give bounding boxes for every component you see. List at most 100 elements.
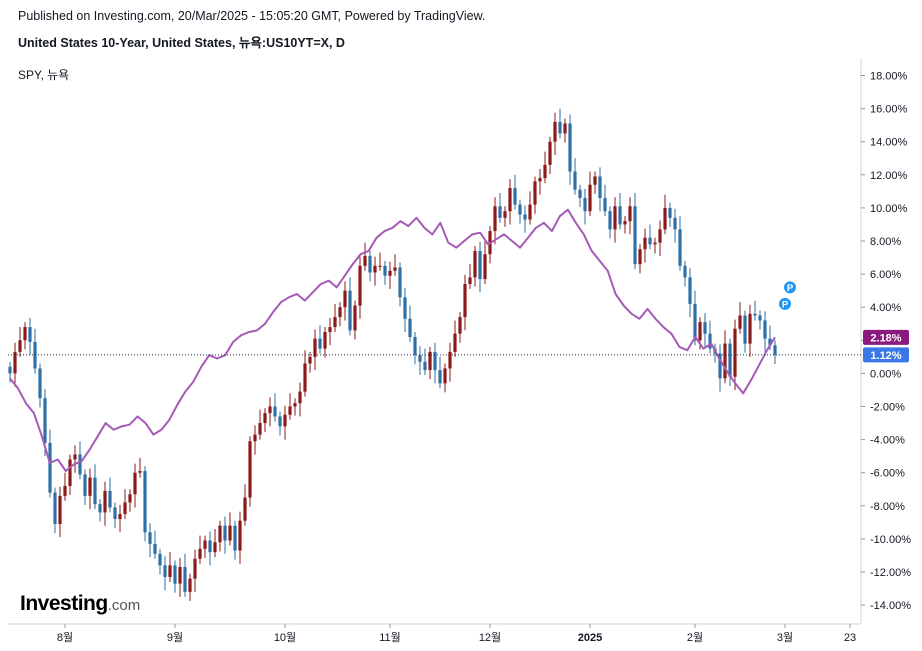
candle (638, 244, 642, 274)
candle-body (13, 351, 17, 374)
candle (168, 552, 172, 582)
candle-body (253, 434, 257, 442)
spy-value-tag-bg (863, 329, 909, 345)
candle (153, 530, 157, 559)
investing-logo[interactable]: Investing.com (20, 592, 140, 616)
candle (113, 502, 117, 529)
candle-body (753, 313, 757, 316)
candle-body (573, 171, 577, 190)
candle-body (413, 336, 417, 356)
candle (398, 262, 402, 307)
candle (218, 520, 222, 552)
candle (373, 256, 377, 286)
candle-body (433, 351, 437, 371)
candle (148, 523, 152, 558)
main-value-tag: 1.12% (863, 347, 909, 363)
candle-body (293, 403, 297, 407)
candle-body (98, 504, 102, 513)
candle-body (478, 250, 482, 280)
candle-body (523, 214, 527, 220)
candle-body (193, 558, 197, 579)
candle (573, 158, 577, 195)
candle-body (58, 495, 62, 525)
logo-wordmark: Investing (20, 592, 108, 615)
candle-body (463, 284, 467, 318)
candle (68, 454, 72, 496)
candle (758, 310, 762, 330)
candle-body (613, 206, 617, 230)
candle (453, 320, 457, 357)
candle (188, 573, 192, 601)
event-marker: P (778, 296, 792, 311)
x-tick-label: 2025 (578, 632, 602, 644)
candle-body (528, 204, 532, 220)
candle (433, 342, 437, 384)
candle-body (723, 343, 727, 379)
candle-body (423, 361, 427, 371)
candle-body (368, 255, 372, 273)
candle-body (468, 277, 472, 285)
candle (723, 330, 727, 384)
candle (353, 300, 357, 340)
candle (468, 264, 472, 289)
candle-body (693, 303, 697, 341)
candle (393, 254, 397, 276)
candle-body (653, 242, 657, 245)
candle (363, 242, 367, 271)
candle (323, 327, 327, 358)
candle-body (183, 567, 187, 592)
candle-body (353, 305, 357, 331)
candle (98, 499, 102, 522)
candle (333, 303, 337, 333)
candle (388, 261, 392, 289)
x-tick-label: 12월 (479, 631, 501, 644)
candle-body (668, 207, 672, 218)
y-tick-label: 8.00% (870, 236, 901, 248)
candle-body (128, 494, 132, 503)
candle (498, 193, 502, 223)
candle-body (288, 406, 292, 415)
candle (343, 281, 347, 321)
candle (673, 208, 677, 243)
chart-title: United States 10-Year, United States, 뉴욕… (18, 36, 345, 50)
candle-body (363, 255, 367, 266)
candle-body (408, 318, 412, 337)
candle-series (8, 108, 777, 601)
candle-body (218, 525, 222, 543)
spy-line (9, 208, 776, 472)
x-tick-label: 9월 (167, 631, 183, 644)
candle (663, 194, 667, 235)
candle-body (333, 317, 337, 328)
compare-symbol-label[interactable]: SPY, 뉴욕 (18, 68, 70, 82)
candle-body (383, 265, 387, 276)
candle-body (28, 327, 32, 342)
candle-body (143, 471, 147, 533)
candle-body (538, 178, 542, 182)
candle-body (163, 565, 167, 577)
candle (678, 216, 682, 271)
candle-body (498, 206, 502, 218)
candle (738, 302, 742, 334)
candle-body (628, 206, 632, 222)
candle-body (133, 472, 137, 495)
y-tick-label: -4.00% (870, 435, 905, 447)
candle-body (78, 454, 82, 475)
candle (103, 481, 107, 526)
candle-body (768, 338, 772, 346)
candle (213, 528, 217, 558)
candle-body (348, 290, 352, 331)
candle-body (558, 121, 562, 134)
candle (428, 346, 432, 380)
candle-body (543, 164, 547, 179)
x-tick-label: 3월 (777, 631, 793, 644)
candle (653, 237, 657, 254)
candle (138, 457, 142, 478)
y-tick-label: -8.00% (870, 501, 905, 513)
candle-body (608, 211, 612, 230)
candle (518, 199, 522, 224)
candle (588, 171, 592, 217)
candle-body (493, 206, 497, 232)
candle-body (233, 525, 237, 551)
candle-body (503, 211, 507, 218)
